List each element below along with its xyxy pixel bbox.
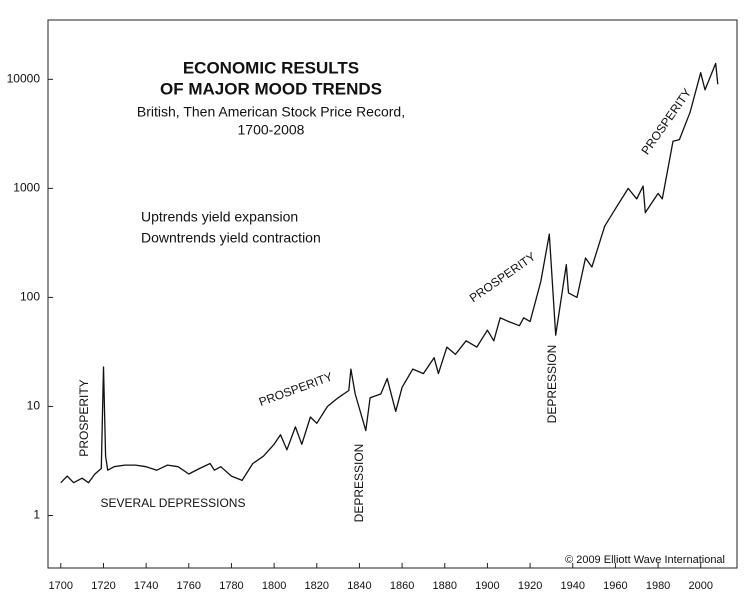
- chart-title: ECONOMIC RESULTS: [183, 58, 359, 77]
- x-tick-label: 1700: [49, 580, 73, 592]
- x-tick-label: 2000: [688, 580, 712, 592]
- price-line: [60, 62, 719, 484]
- x-tick-label: 1740: [134, 580, 158, 592]
- annotation: SEVERAL DEPRESSIONS: [101, 496, 246, 510]
- x-tick-label: 1760: [177, 580, 201, 592]
- x-tick-label: 1840: [347, 580, 371, 592]
- chart-subtitle: 1700-2008: [238, 122, 305, 138]
- annotation: PROSPERITY: [257, 369, 334, 409]
- x-tick-label: 1880: [433, 580, 457, 592]
- x-tick-label: 1900: [475, 580, 499, 592]
- y-tick-label: 10: [27, 399, 41, 413]
- note: Uptrends yield expansion: [141, 209, 298, 225]
- y-tick-label: 1000: [13, 181, 40, 195]
- chart-title: OF MAJOR MOOD TRENDS: [160, 79, 382, 98]
- x-tick-label: 1960: [603, 580, 627, 592]
- y-tick-label: 1: [33, 508, 40, 522]
- note: Downtrends yield contraction: [141, 230, 321, 246]
- x-tick-label: 1860: [390, 580, 414, 592]
- x-tick-label: 1980: [646, 580, 670, 592]
- annotation: PROSPERITY: [467, 249, 538, 305]
- x-tick-label: 1800: [262, 580, 286, 592]
- x-tick-label: 1940: [561, 580, 585, 592]
- annotation: DEPRESSION: [545, 345, 559, 424]
- x-tick-label: 1920: [518, 580, 542, 592]
- x-tick-label: 1720: [91, 580, 115, 592]
- chart-subtitle: British, Then American Stock Price Recor…: [137, 104, 405, 120]
- annotation: PROSPERITY: [77, 379, 91, 456]
- y-tick-label: 10000: [7, 71, 41, 85]
- annotation: DEPRESSION: [352, 444, 366, 523]
- x-tick-label: 1820: [305, 580, 329, 592]
- x-tick-label: 1780: [219, 580, 243, 592]
- credit: © 2009 Elliott Wave International: [565, 554, 725, 566]
- y-tick-label: 100: [20, 290, 40, 304]
- plot-frame: [47, 19, 738, 569]
